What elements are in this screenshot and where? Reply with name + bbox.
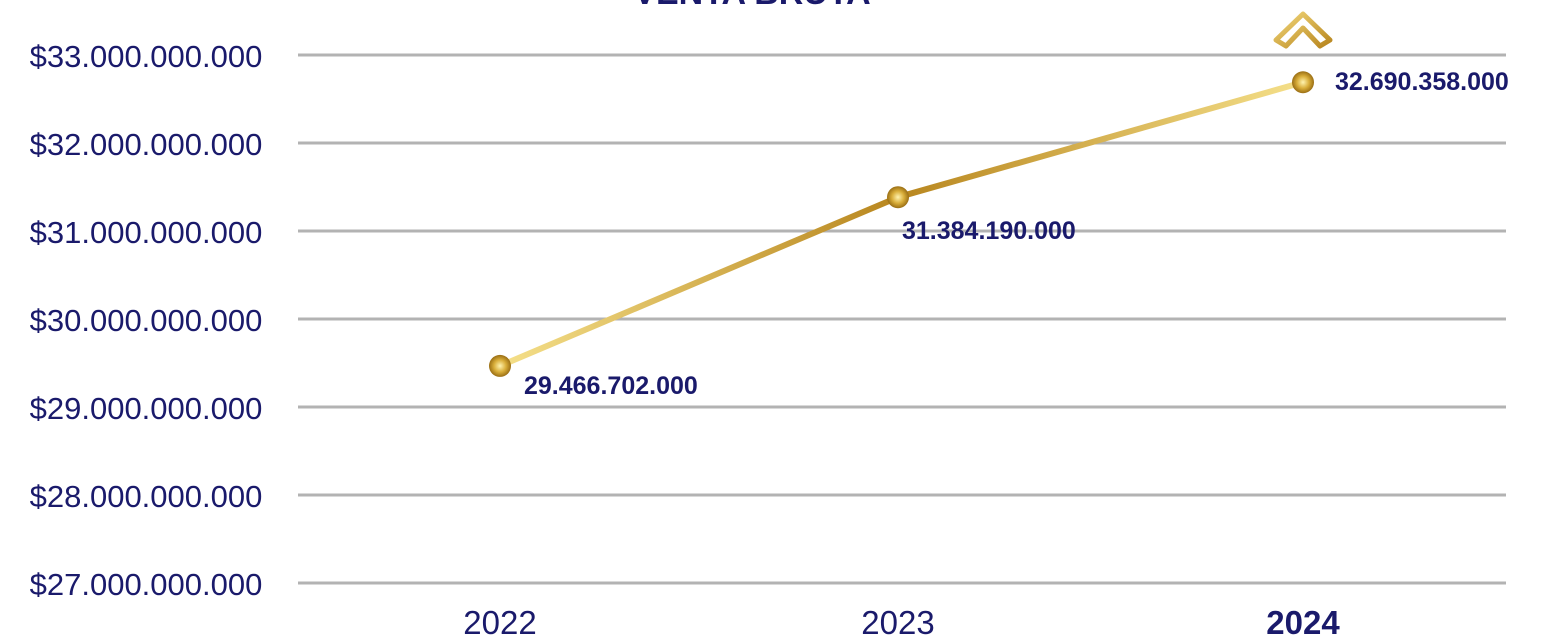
grid-lines — [298, 53, 1506, 585]
y-tick-label: $27.000.000.000 — [30, 567, 263, 602]
y-tick-label: $30.000.000.000 — [30, 303, 263, 338]
chevron-up-icon — [1273, 11, 1333, 49]
series-line-segment — [895, 79, 1306, 201]
y-tick-label: $32.000.000.000 — [30, 127, 263, 162]
data-point — [1292, 71, 1314, 94]
data-label: 31.384.190.000 — [902, 217, 1076, 245]
chart-title: VENTA BRUTA — [633, 0, 870, 12]
x-axis-tick-labels: 2022 2023 2024 — [463, 604, 1340, 638]
data-points — [489, 71, 1314, 377]
y-tick-label: $31.000.000.000 — [30, 215, 263, 250]
data-labels: 29.466.702.000 31.384.190.000 32.690.358.0… — [524, 68, 1509, 400]
x-tick-label: 2024 — [1266, 604, 1340, 638]
data-point — [887, 186, 909, 209]
data-label: 32.690.358.000 — [1335, 68, 1509, 96]
data-point — [489, 354, 511, 377]
y-tick-label: $28.000.000.000 — [30, 479, 263, 514]
y-tick-label: $29.000.000.000 — [30, 391, 263, 426]
y-axis-tick-labels: $33.000.000.000 $32.000.000.000 $31.000.00… — [30, 39, 263, 602]
series-line-segment — [497, 194, 901, 369]
x-tick-label: 2023 — [861, 604, 934, 638]
data-series-line — [497, 79, 1306, 369]
data-label: 29.466.702.000 — [524, 372, 698, 400]
y-tick-label: $33.000.000.000 — [30, 39, 263, 74]
x-tick-label: 2022 — [463, 604, 536, 638]
